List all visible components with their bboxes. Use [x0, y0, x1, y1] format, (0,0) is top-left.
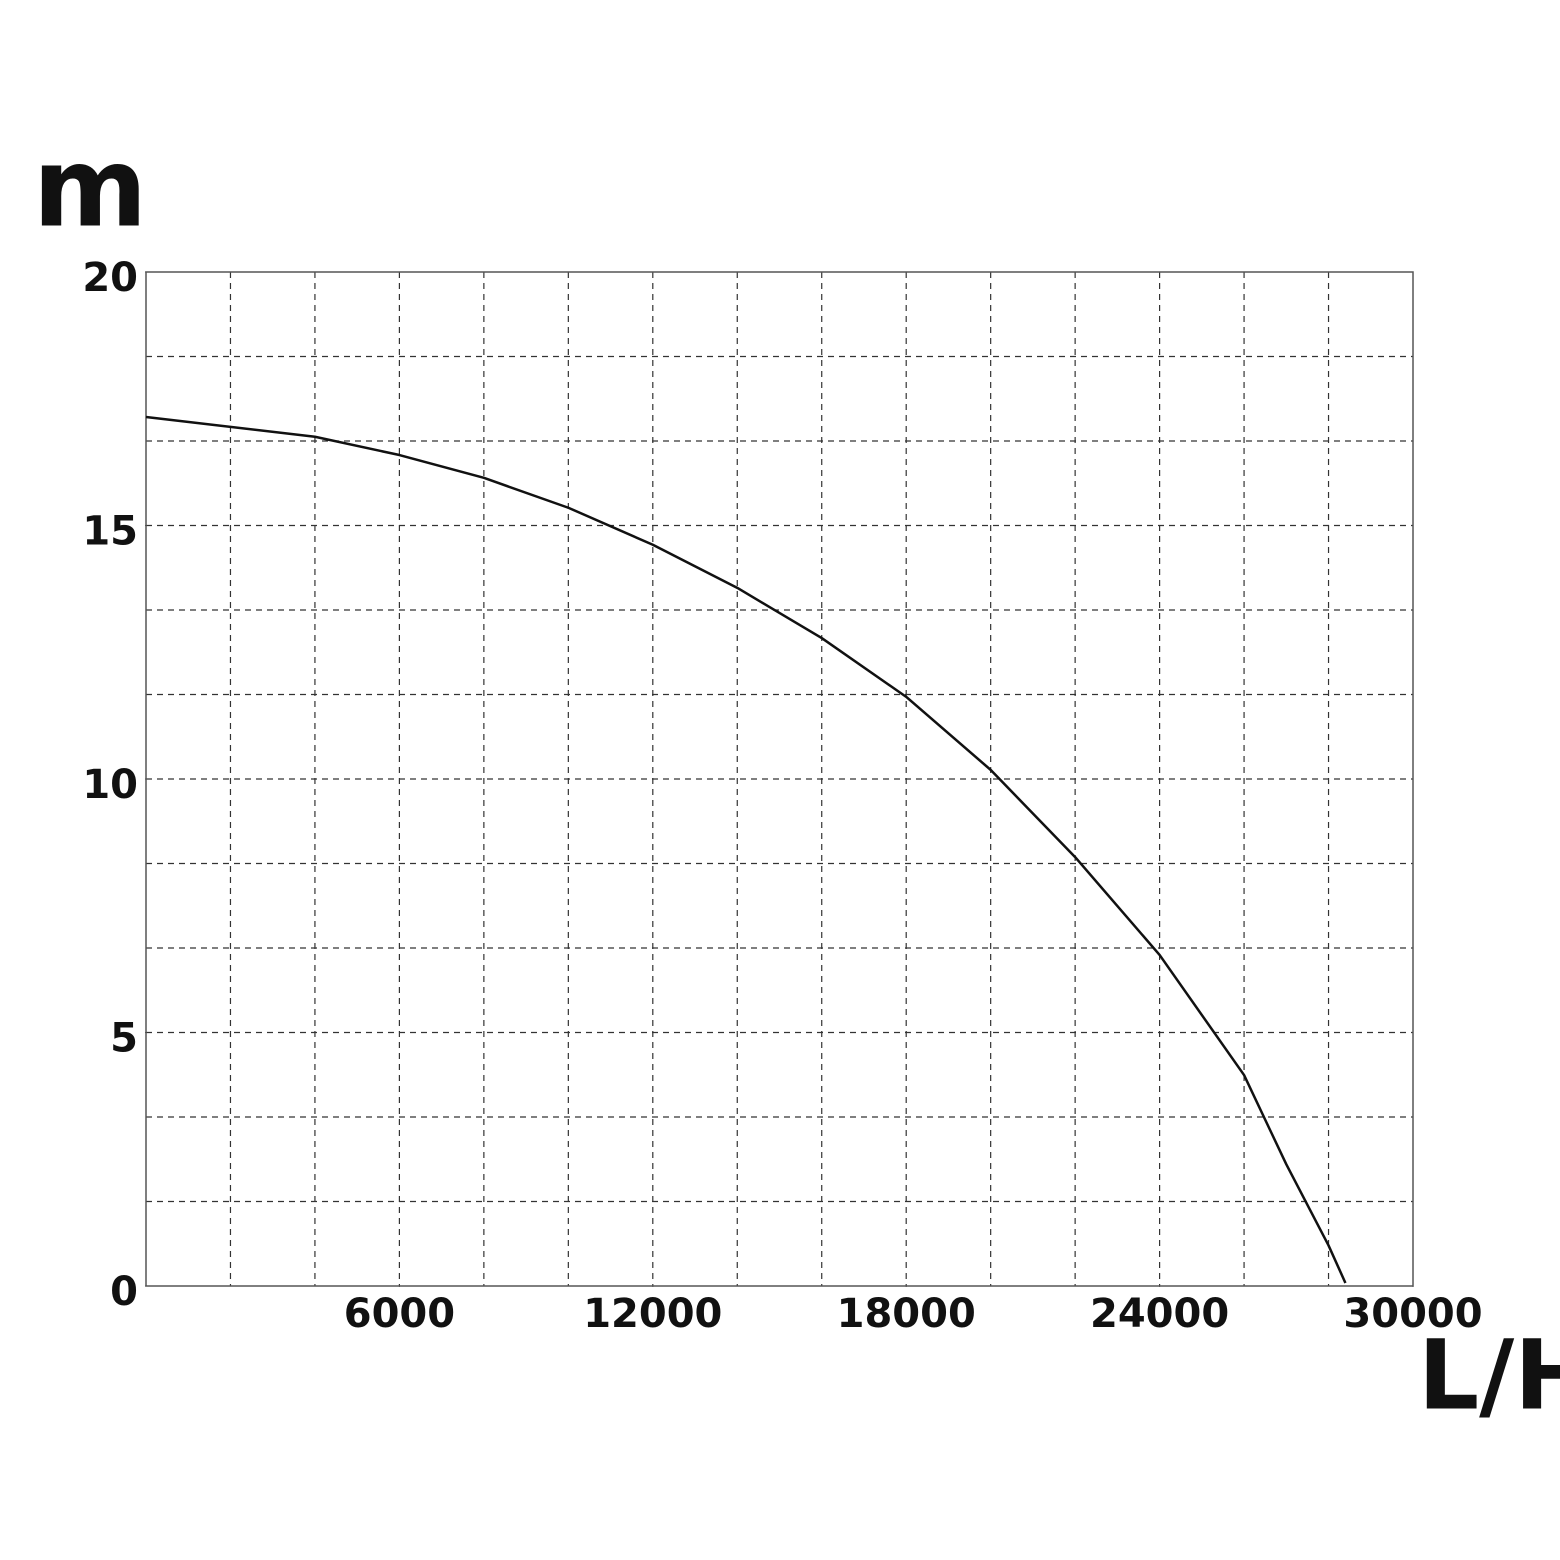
x-tick-label: 18000 — [837, 1291, 976, 1337]
x-tick-label: 12000 — [583, 1291, 722, 1337]
y-tick-label: 0 — [110, 1269, 138, 1315]
y-tick-label: 10 — [82, 762, 138, 808]
x-tick-label: 6000 — [344, 1291, 455, 1337]
y-tick-label: 15 — [82, 509, 138, 555]
y-axis-title: m — [33, 123, 148, 251]
curve — [145, 415, 1347, 1284]
y-tick-label: 5 — [110, 1016, 138, 1062]
y-tick-label: 20 — [82, 255, 138, 301]
x-axis-title: L/H — [1418, 1319, 1560, 1431]
x-tick-label: 30000 — [1343, 1291, 1482, 1337]
x-tick-label: 24000 — [1090, 1291, 1229, 1337]
